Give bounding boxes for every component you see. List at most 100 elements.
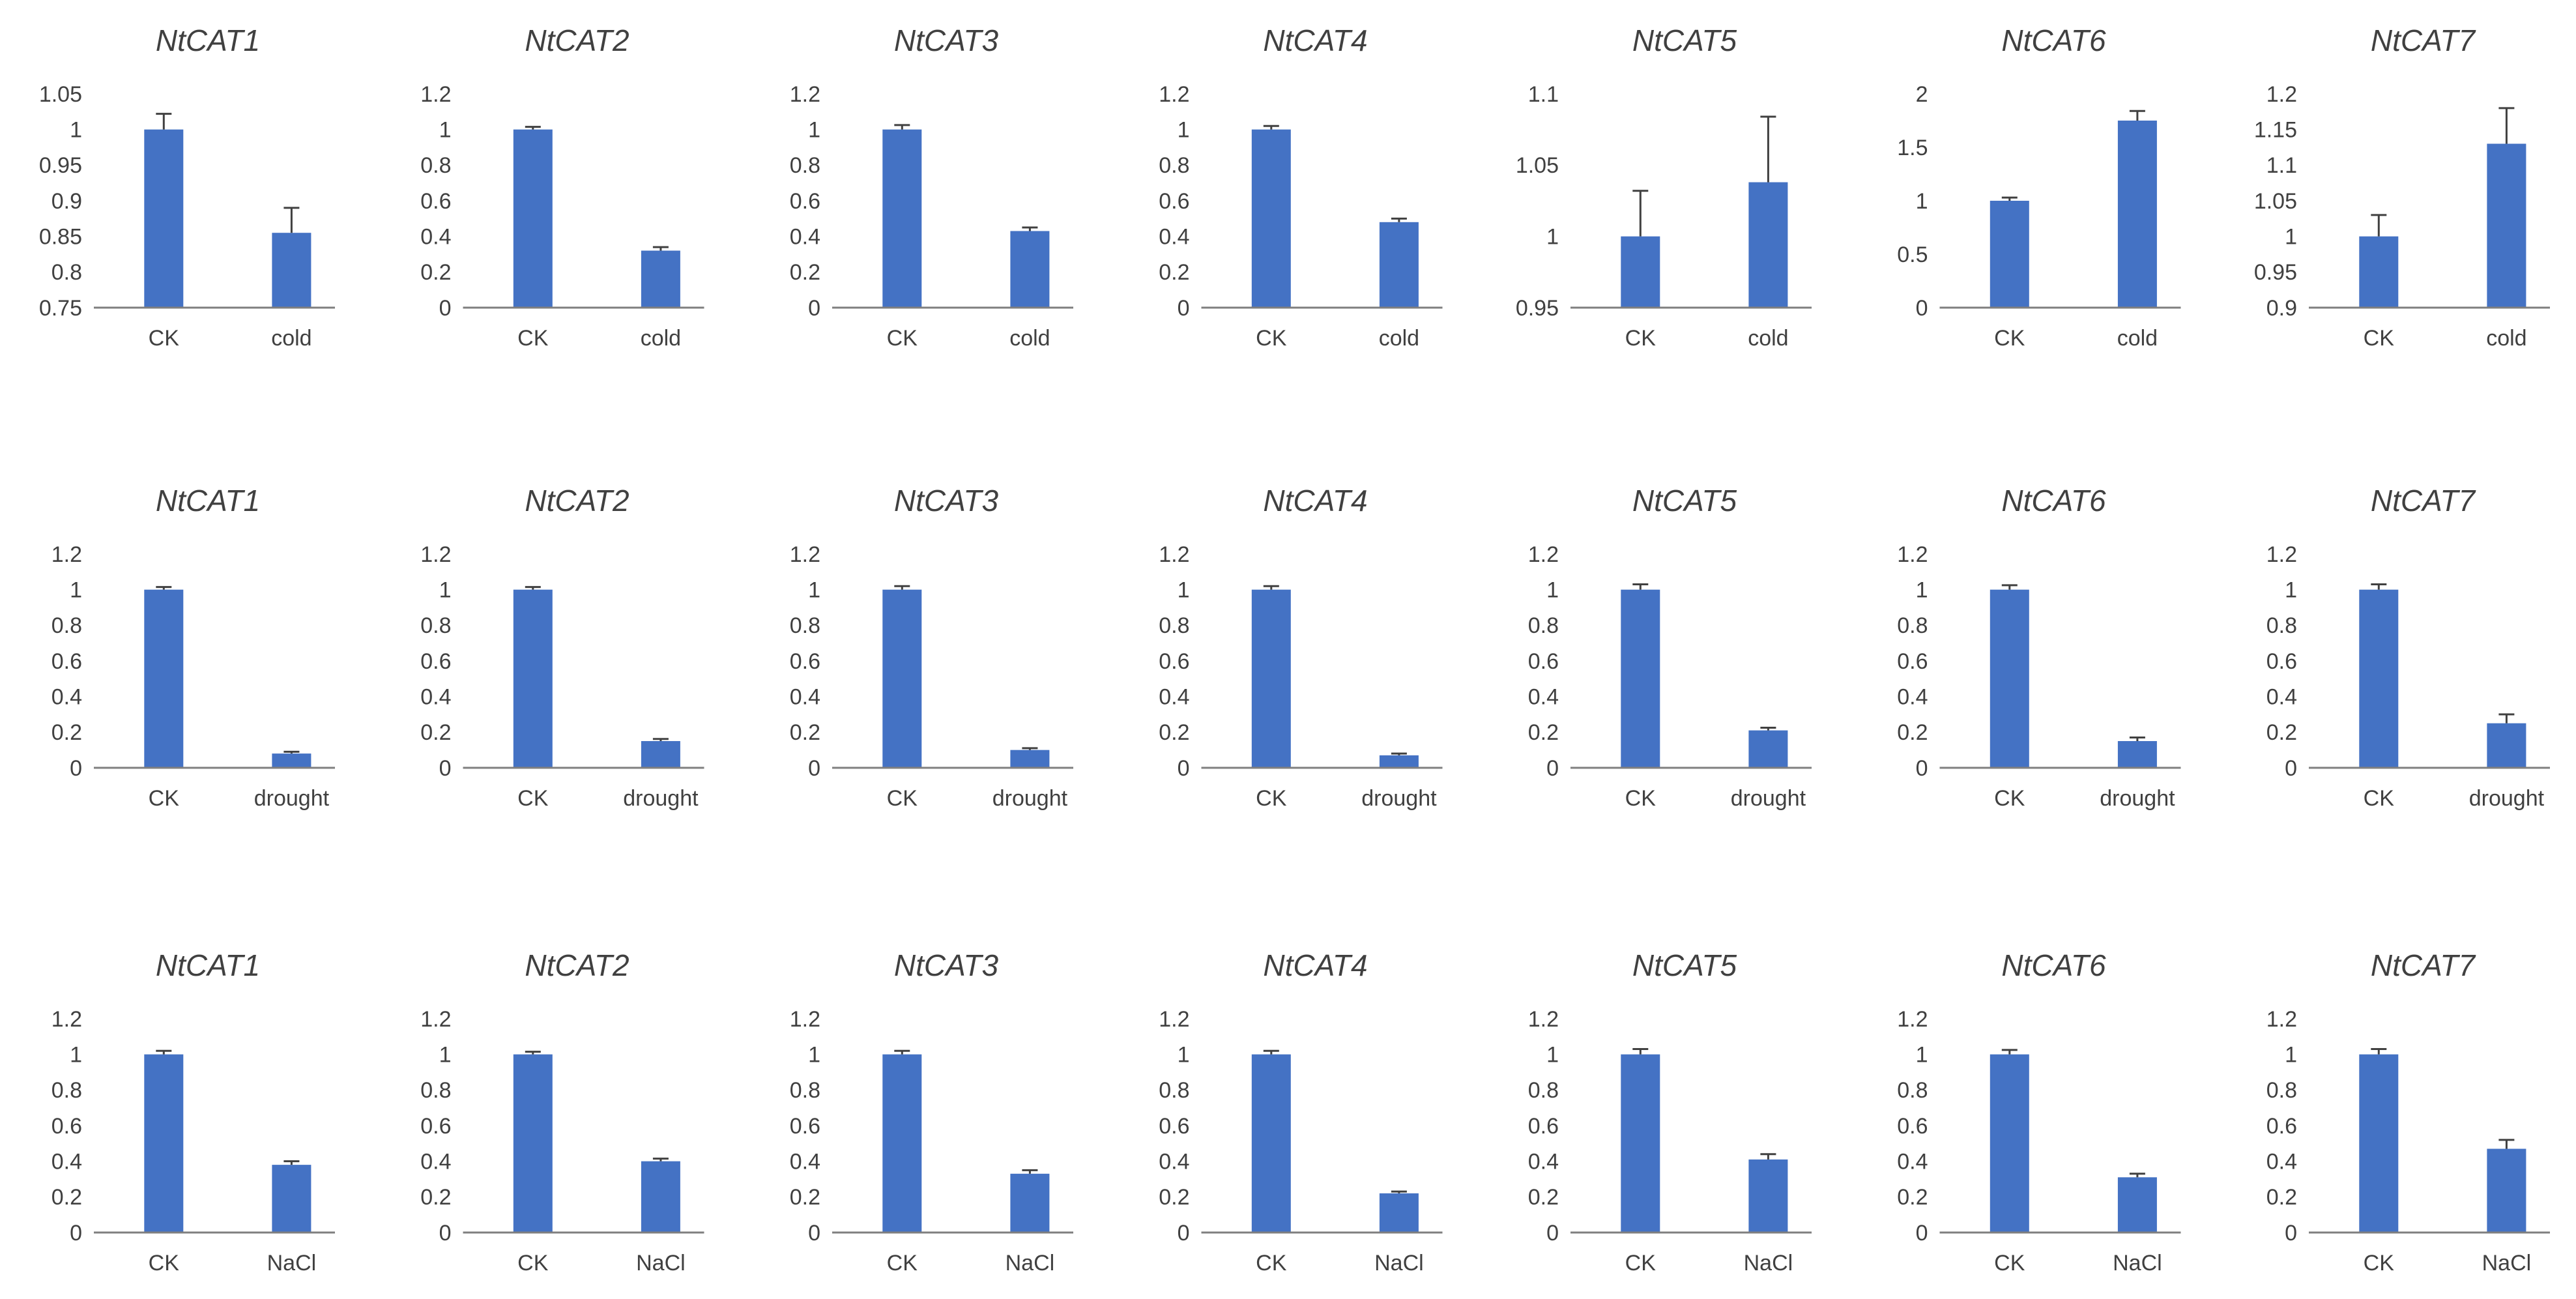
chart-panel-2-3: NtCAT3 0 0.2 0.4 0.6 0.8 1 1.2 CK drought [790, 484, 1073, 811]
error-bar [283, 207, 300, 233]
y-tick-label: 0 [808, 296, 820, 321]
y-tick-label: 1 [1178, 118, 1190, 143]
y-tick-label: 0.8 [1897, 613, 1928, 638]
x-tick-label-ck: CK [887, 786, 918, 811]
y-tick-label: 0.5 [1897, 242, 1928, 267]
chart-title: NtCAT3 [894, 23, 999, 57]
y-tick-label: 0.6 [2266, 649, 2297, 674]
y-tick-label: 0 [1546, 756, 1559, 781]
y-tick-label: 0 [2285, 1221, 2297, 1246]
y-tick-label: 0.8 [1897, 1078, 1928, 1103]
chart-panel-3-1: NtCAT1 0 0.2 0.4 0.6 0.8 1 1.2 CK NaCl [51, 948, 335, 1276]
y-tick-label: 0.4 [1897, 685, 1928, 710]
x-tick-label-ck: CK [2364, 326, 2395, 351]
y-tick-label: 0.9 [51, 189, 82, 214]
error-bar [652, 738, 669, 741]
chart-panel-3-6: NtCAT6 0 0.2 0.4 0.6 0.8 1 1.2 CK NaCl [1897, 948, 2181, 1276]
y-tick-label: 0.4 [51, 1150, 82, 1175]
x-tick-label-cold: cold [1379, 326, 1419, 351]
y-tick-label: 0.6 [51, 649, 82, 674]
bar-ck [144, 589, 184, 768]
y-tick-label: 0 [439, 296, 452, 321]
bar-drought [272, 753, 311, 768]
y-tick-label: 0.2 [790, 260, 820, 285]
x-tick-label-drought: drought [2100, 786, 2175, 811]
y-tick-label: 1 [1916, 189, 1928, 214]
bar-nacl [272, 1165, 311, 1233]
y-tick-label: 1.2 [51, 1007, 82, 1032]
y-tick-label: 0.8 [420, 153, 451, 178]
chart-title: NtCAT7 [2371, 23, 2476, 57]
x-tick-label-ck: CK [2364, 786, 2395, 811]
error-bar [283, 750, 300, 754]
error-bar [2498, 107, 2515, 144]
y-tick-label: 0.85 [39, 225, 82, 250]
y-tick-label: 1 [1546, 1043, 1559, 1068]
chart-title: NtCAT7 [2371, 948, 2476, 982]
y-tick-label: 1 [439, 578, 452, 603]
y-tick-label: 0.4 [1159, 1150, 1189, 1175]
y-tick-label: 1 [1546, 225, 1559, 250]
y-tick-label: 0.9 [2266, 296, 2297, 321]
y-tick-label: 0.6 [1897, 649, 1928, 674]
y-tick-label: 0.2 [1159, 260, 1189, 285]
y-tick-label: 1.2 [420, 542, 451, 567]
chart-title: NtCAT4 [1263, 23, 1367, 57]
bar-drought [1379, 755, 1419, 768]
bar-ck [144, 1054, 184, 1233]
y-tick-label: 0.6 [420, 189, 451, 214]
error-bar [894, 585, 910, 590]
chart-title: NtCAT1 [156, 948, 260, 982]
x-tick-label-ck: CK [1994, 786, 2025, 811]
chart-panel-1-5: NtCAT5 0.95 1 1.05 1.1 CK cold [1516, 23, 1812, 351]
y-tick-label: 1 [1178, 1043, 1190, 1068]
y-tick-label: 0.4 [420, 1150, 451, 1175]
bar-ck [882, 589, 922, 768]
x-tick-label-ck: CK [1256, 326, 1287, 351]
y-tick-label: 0.4 [1897, 1150, 1928, 1175]
x-tick-label-drought: drought [992, 786, 1068, 811]
y-tick-label: 0.2 [1897, 720, 1928, 745]
x-tick-label-nacl: NaCl [1006, 1251, 1055, 1276]
error-bar [2371, 1047, 2387, 1055]
error-bar [1391, 217, 1407, 222]
y-tick-label: 1.05 [39, 82, 82, 107]
x-tick-label-nacl: NaCl [2113, 1251, 2162, 1276]
y-tick-label: 0 [1546, 1221, 1559, 1246]
y-tick-label: 0.6 [420, 649, 451, 674]
chart-title: NtCAT1 [156, 23, 260, 57]
chart-title: NtCAT4 [1263, 948, 1367, 982]
bar-cold [272, 233, 311, 308]
bar-drought [1748, 730, 1788, 768]
y-tick-label: 1.2 [2266, 82, 2297, 107]
y-tick-label: 0.6 [420, 1114, 451, 1139]
error-bar [156, 586, 172, 590]
y-tick-label: 0.4 [420, 685, 451, 710]
chart-panel-1-7: NtCAT7 0.9 0.95 1 1.05 1.1 1.15 1.2 CK cold [2254, 23, 2550, 351]
y-tick-label: 1 [70, 118, 82, 143]
bar-ck [1251, 129, 1291, 308]
error-bar [2129, 109, 2145, 121]
y-tick-label: 0.6 [790, 1114, 820, 1139]
y-tick-label: 0.75 [39, 296, 82, 321]
y-tick-label: 1.1 [1528, 82, 1559, 107]
y-tick-label: 0.6 [51, 1114, 82, 1139]
error-bar [1263, 1049, 1279, 1055]
y-tick-label: 0 [439, 756, 452, 781]
error-bar [525, 126, 541, 130]
bar-nacl [2487, 1148, 2526, 1233]
y-tick-label: 0.8 [51, 260, 82, 285]
y-tick-label: 0.2 [790, 720, 820, 745]
x-tick-label-cold: cold [2117, 326, 2158, 351]
y-tick-label: 0.2 [1159, 1185, 1189, 1210]
x-tick-label-cold: cold [1748, 326, 1788, 351]
y-tick-label: 1.2 [420, 82, 451, 107]
y-tick-label: 1.2 [420, 1007, 451, 1032]
error-bar [2371, 583, 2387, 590]
bar-cold [2487, 143, 2526, 308]
y-tick-label: 0.2 [51, 1185, 82, 1210]
x-tick-label-ck: CK [149, 786, 180, 811]
y-tick-label: 0.2 [2266, 1185, 2297, 1210]
y-tick-label: 0 [1178, 296, 1190, 321]
y-tick-label: 2 [1916, 82, 1928, 107]
